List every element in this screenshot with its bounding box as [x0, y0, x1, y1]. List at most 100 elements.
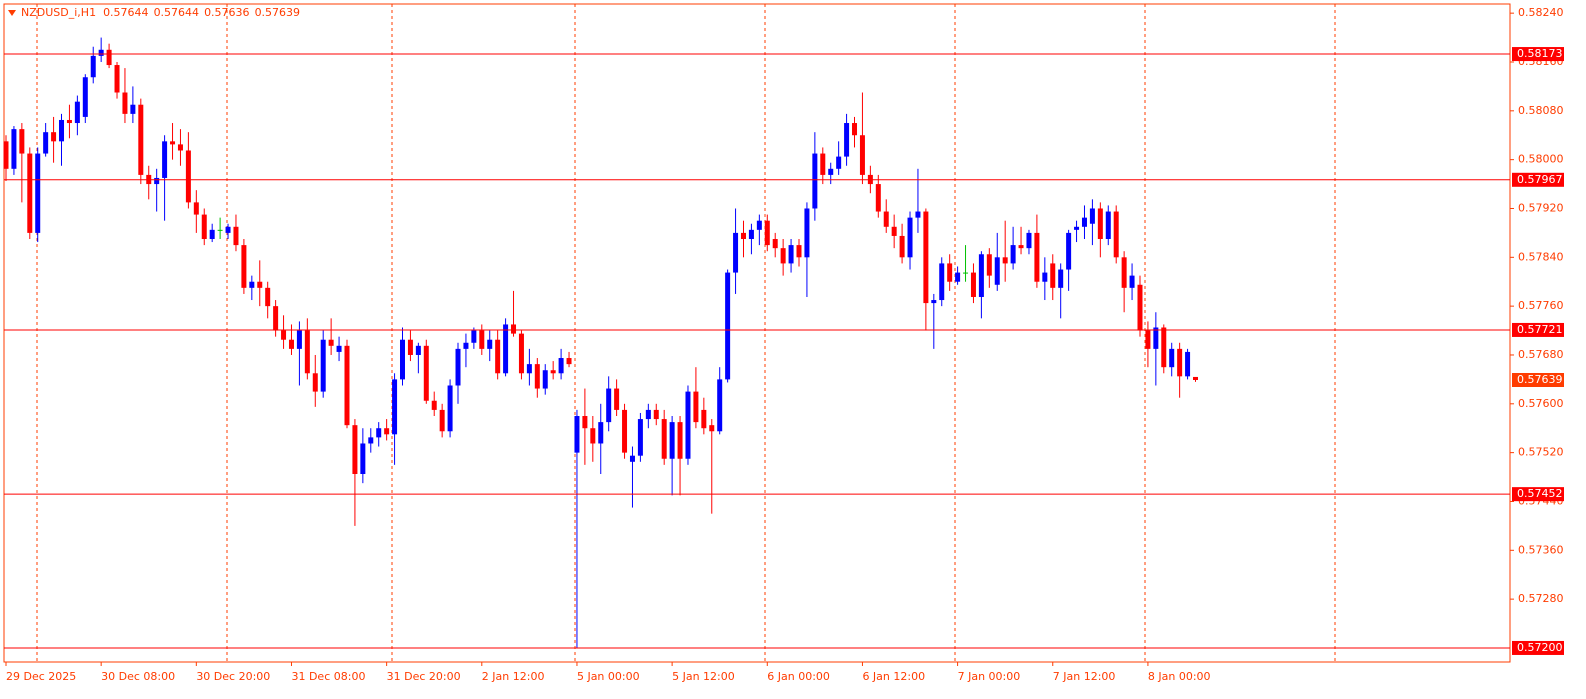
candle-body — [1129, 275, 1135, 288]
level-label: 0.57967 — [1517, 173, 1563, 186]
candle-body — [677, 422, 683, 459]
candle-body — [526, 364, 532, 374]
header-arrow — [8, 10, 16, 16]
candle-body — [265, 287, 271, 307]
x-tick-label: 6 Jan 00:00 — [767, 670, 830, 683]
candle-body — [511, 324, 517, 334]
candle-body — [90, 55, 96, 78]
candle-body — [907, 217, 913, 258]
x-tick-label: 5 Jan 00:00 — [577, 670, 640, 683]
candle-body — [891, 226, 897, 236]
candle-body — [915, 211, 921, 218]
candle-body — [820, 153, 826, 175]
candle-body — [947, 263, 953, 282]
candle-body — [1081, 217, 1087, 227]
x-tick-label: 31 Dec 08:00 — [291, 670, 365, 683]
candle-body — [27, 153, 33, 233]
chart-title: NZDUSD_i,H1 — [21, 6, 96, 19]
candle-body — [518, 333, 524, 374]
candle-body — [51, 132, 57, 142]
candle-body — [487, 339, 493, 349]
candle-body — [1002, 257, 1008, 264]
y-tick-label: 0.57840 — [1518, 250, 1564, 263]
level-label-box — [1512, 47, 1564, 62]
candle-body — [669, 422, 675, 459]
candle-body — [471, 330, 477, 343]
candle-body — [788, 245, 794, 264]
candle-body — [1026, 232, 1032, 249]
candle-body — [796, 245, 802, 258]
candle-body — [582, 416, 588, 429]
candle-body — [170, 141, 176, 145]
x-tick-label: 7 Jan 00:00 — [958, 670, 1021, 683]
candle-body — [400, 339, 405, 380]
level-label: 0.58173 — [1517, 47, 1563, 60]
candle-body — [1089, 208, 1095, 224]
last-price-box — [1512, 373, 1564, 387]
candle-body — [296, 330, 302, 349]
level-label-box — [1512, 322, 1564, 337]
candle-body — [645, 409, 651, 420]
candle-body — [479, 330, 485, 349]
candle-body — [138, 104, 144, 175]
candle-body — [209, 229, 215, 239]
candle-body — [883, 211, 889, 227]
candle-body — [106, 49, 112, 66]
header-low: 0.57636 — [204, 6, 250, 19]
candle-body — [320, 339, 326, 392]
x-tick-label: 30 Dec 20:00 — [196, 670, 270, 683]
candle-body — [963, 272, 969, 274]
candle-body — [1034, 232, 1040, 282]
candle-body — [939, 263, 945, 301]
candle-body — [503, 324, 509, 374]
level-label-box — [1512, 487, 1564, 502]
candle-body — [225, 226, 231, 233]
candle-body — [740, 232, 746, 239]
level-label: 0.57200 — [1517, 641, 1563, 654]
candle-body — [360, 443, 366, 474]
candle-body — [368, 437, 374, 444]
period-separators — [36, 4, 1336, 662]
candle-body — [1185, 351, 1191, 377]
x-tick-label: 7 Jan 12:00 — [1053, 670, 1116, 683]
candle-body — [875, 184, 881, 212]
candle-body — [201, 214, 207, 239]
candle-body — [336, 345, 342, 352]
candle-body — [1105, 211, 1111, 239]
candle-body — [304, 330, 310, 374]
candle-body — [748, 229, 754, 239]
y-tick-label: 0.57280 — [1518, 592, 1564, 605]
candle-body — [74, 101, 80, 124]
y-tick-label: 0.57520 — [1518, 446, 1564, 459]
x-tick-label: 5 Jan 12:00 — [672, 670, 735, 683]
candle-body — [249, 281, 255, 288]
candle-body — [685, 391, 691, 459]
candle-body — [1074, 226, 1080, 230]
candle-body — [82, 77, 88, 117]
candle-body — [1137, 284, 1143, 331]
candle-body — [812, 153, 818, 209]
candle-body — [415, 345, 421, 355]
plot-frame — [3, 3, 1511, 663]
candle-body — [122, 92, 128, 114]
candle-body — [114, 65, 120, 93]
candle-body — [376, 428, 382, 438]
candle-body — [780, 248, 786, 264]
candle-body — [3, 141, 9, 169]
candle-body — [653, 409, 659, 420]
candle-body — [566, 358, 572, 365]
candle-body — [1018, 245, 1024, 249]
candle-body — [598, 422, 604, 444]
candle-body — [534, 364, 540, 389]
y-tick-label: 0.57600 — [1518, 397, 1564, 410]
candle-body — [431, 400, 437, 410]
y-tick-label: 0.57920 — [1518, 201, 1564, 214]
candle-body — [1050, 263, 1056, 288]
candle-body — [1066, 232, 1072, 270]
candle-body — [725, 272, 731, 380]
candle-body — [844, 123, 850, 157]
level-label-box — [1512, 172, 1564, 187]
candle-body — [130, 104, 136, 114]
y-tick-label: 0.58080 — [1518, 104, 1564, 117]
candle-body — [970, 272, 976, 297]
